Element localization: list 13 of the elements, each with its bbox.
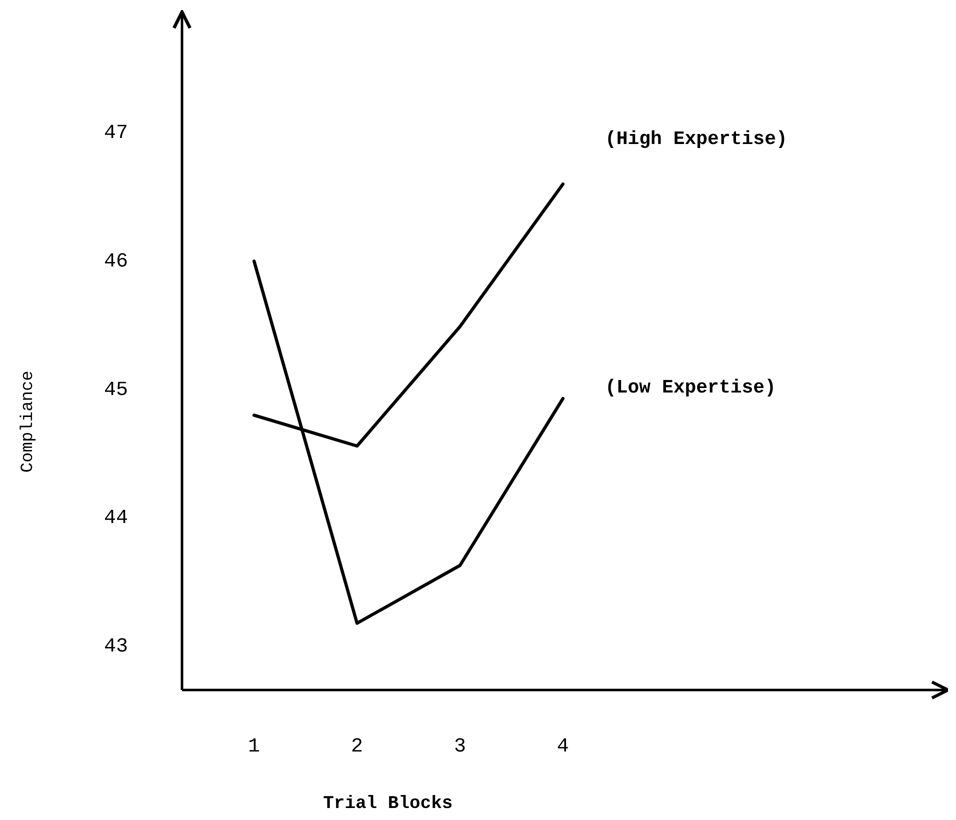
x-tick-label: 3 [454, 735, 466, 758]
text: (Low Expertise) [604, 376, 776, 399]
y-tick-label: 44 [104, 507, 128, 530]
y-tick-label: 45 [104, 378, 128, 402]
text: (High Expertise) [604, 128, 788, 150]
x-tick-label: 1 [248, 735, 260, 758]
y-tick-label: 43 [104, 636, 128, 659]
x-tick-label: 2 [351, 735, 364, 758]
x-axis-title: Trial Blocks [323, 794, 453, 814]
y-tick-label: 47 [104, 122, 128, 145]
x-tick-label: 4 [556, 735, 569, 758]
y-axis-title: Compliance [19, 370, 38, 473]
y-tick-label: 46 [104, 250, 128, 274]
